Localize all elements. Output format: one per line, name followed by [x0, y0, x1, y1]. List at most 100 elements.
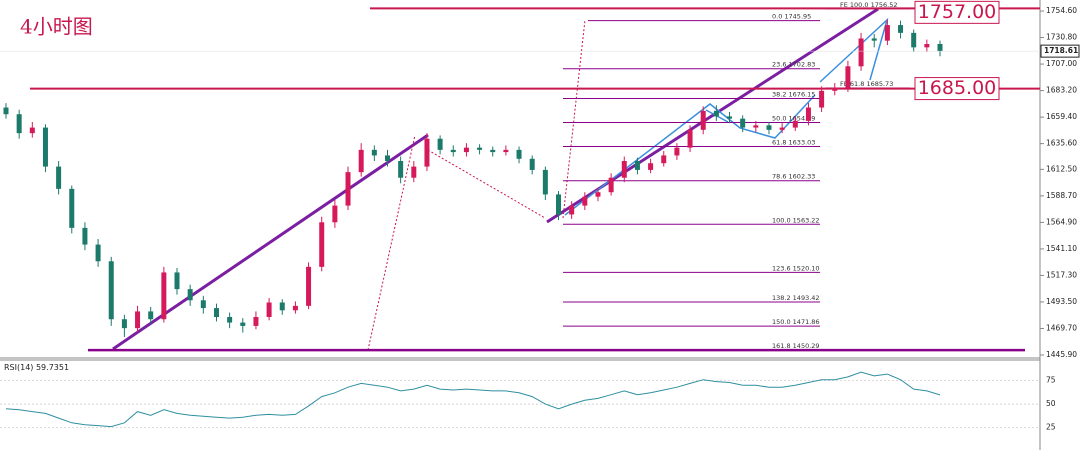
candle-body [674, 147, 680, 156]
candle-body [108, 261, 114, 320]
y-tick-label: 1445.90 [1046, 350, 1077, 359]
candle-body [463, 147, 469, 153]
y-tick-label: 1612.50 [1046, 164, 1077, 173]
y-tick-label: 1541.10 [1046, 244, 1077, 253]
fib-label: 150.0 1471.86 [772, 318, 820, 326]
candle-body [319, 222, 325, 267]
candle-body [871, 38, 877, 41]
level-box [914, 77, 1000, 101]
pattern-line [819, 17, 889, 83]
candle-body [411, 166, 417, 178]
y-tick-label: 1517.30 [1046, 270, 1077, 279]
candle-body [503, 149, 509, 153]
candle-body [727, 116, 733, 119]
candle-body [608, 177, 614, 193]
candle-body [740, 118, 746, 128]
candle-body [371, 149, 377, 156]
projection-line [427, 149, 546, 219]
fib-label: 0.0 1745.95 [772, 13, 811, 21]
candle-body [516, 149, 522, 159]
candle-body [345, 172, 351, 206]
candle-body [450, 149, 456, 153]
candle-body [82, 227, 88, 245]
candle-body [121, 319, 127, 329]
candle-body [937, 44, 943, 52]
candle-body [95, 244, 101, 262]
candle-body [42, 127, 48, 167]
candle-body [332, 205, 338, 223]
candle-body [240, 322, 246, 326]
candle-body [924, 44, 930, 48]
y-tick-label: 1683.20 [1046, 86, 1077, 95]
fib-label: 61.8 1633.03 [772, 138, 815, 146]
candle-body [582, 196, 588, 206]
indicator-name: RSI(14) [4, 363, 33, 372]
candle-body [858, 38, 864, 67]
projection-line [367, 134, 416, 351]
candle-body [227, 316, 233, 323]
candle-body [135, 311, 141, 329]
candle-body [148, 311, 154, 320]
candle-body [753, 125, 759, 128]
fib-label: 50.0 1654.59 [772, 114, 815, 122]
candle-body [687, 129, 693, 148]
candle-body [3, 107, 9, 115]
candle-body [29, 127, 35, 134]
candle-body [56, 166, 62, 189]
candle-body [266, 302, 272, 317]
level-label: 1685.00 [918, 77, 997, 99]
fe-label: FE 100.0 1756.52 [840, 1, 897, 9]
candle-body [398, 161, 404, 178]
candle-body [200, 300, 206, 309]
candle-body [556, 194, 562, 215]
candle-body [358, 149, 364, 173]
candle-body [819, 90, 825, 108]
candle-body [595, 192, 601, 197]
candle-body [779, 127, 785, 130]
candle-body [292, 305, 298, 311]
y-tick-label: 1493.50 [1046, 297, 1077, 306]
candle-body [634, 161, 640, 170]
y-tick-label: 75 [1046, 376, 1056, 385]
chart-title: 4小时图 [20, 15, 93, 39]
candle-body [16, 114, 22, 134]
candle-body [832, 87, 838, 91]
candle-body [805, 107, 811, 121]
y-tick-label: 1564.90 [1046, 217, 1077, 226]
candle-body [187, 289, 193, 301]
candle-body [845, 66, 851, 88]
y-tick-label: 1707.00 [1046, 59, 1077, 68]
candle-body [621, 161, 627, 178]
last-price-box [1040, 44, 1080, 58]
y-tick-label: 25 [1046, 423, 1056, 432]
candle-body [279, 302, 285, 311]
candle-body [648, 163, 654, 170]
fib-label: 78.6 1602.33 [772, 173, 815, 181]
candle-body [569, 205, 575, 215]
fib-label: 23.6 1702.83 [772, 61, 815, 69]
candle-body [477, 147, 483, 150]
candle-body [911, 32, 917, 48]
last-price-label: 1718.61 [1044, 46, 1078, 55]
y-tick-label: 1635.60 [1046, 139, 1077, 148]
candle-body [884, 25, 890, 41]
y-tick-label: 1659.40 [1046, 112, 1077, 121]
level-box [914, 0, 1000, 24]
fib-label: 138.2 1493.42 [772, 294, 820, 302]
indicator-name: RSI(14) 59.7351 [4, 363, 69, 372]
candle-body [490, 149, 496, 153]
candle-body [253, 316, 259, 326]
candle-body [424, 138, 430, 167]
candle-body [700, 110, 706, 130]
candle-body [661, 155, 667, 164]
level-label: 1757.00 [918, 1, 997, 23]
y-tick-label: 1588.70 [1046, 191, 1077, 200]
fib-label: 100.0 1563.22 [772, 216, 820, 224]
projection-line [562, 19, 586, 219]
candle-body [213, 308, 219, 317]
fib-label: 38.2 1676.15 [772, 90, 815, 98]
candle-body [306, 266, 312, 306]
fib-label: 161.8 1450.29 [772, 342, 820, 350]
